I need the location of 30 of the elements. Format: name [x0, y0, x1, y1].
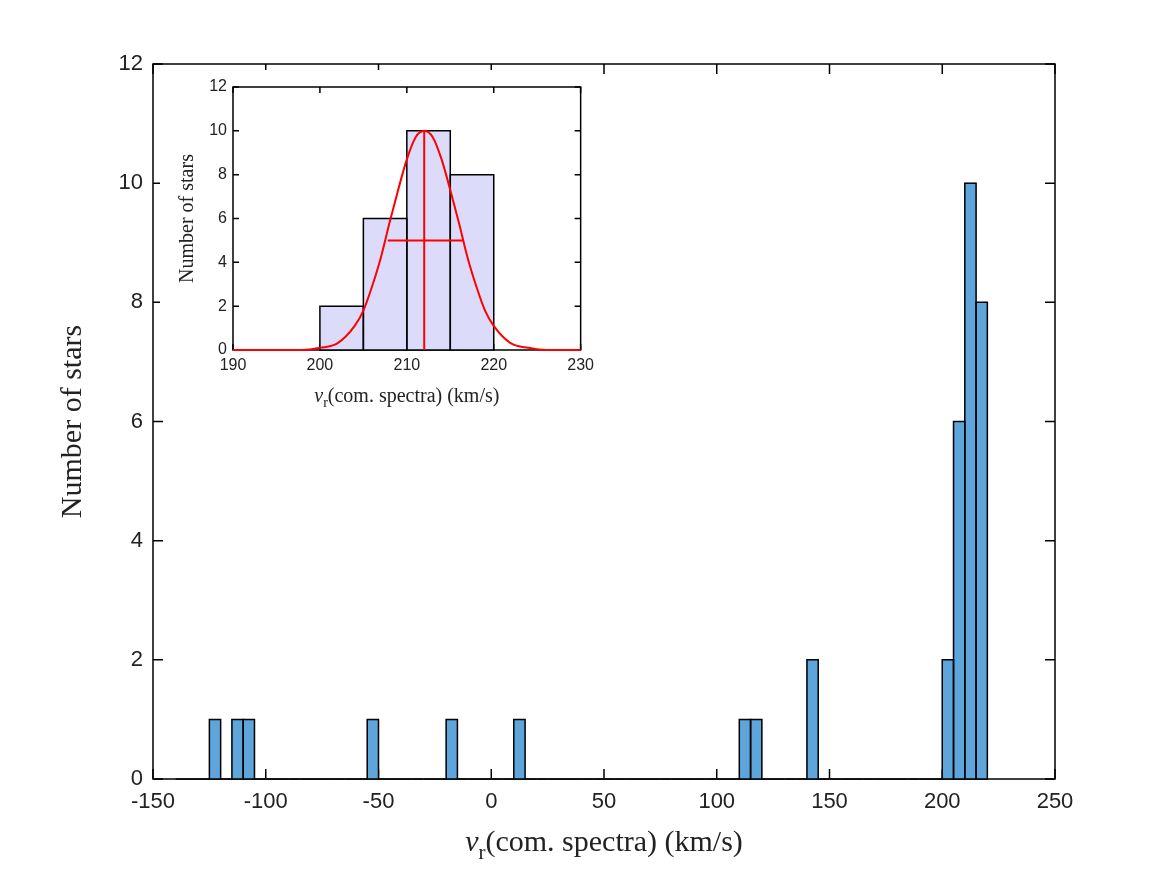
x-tick-label: 230 — [567, 356, 595, 374]
x-tick-label: -100 — [243, 788, 288, 814]
y-tick-label: 0 — [130, 765, 143, 791]
x-tick-label: 100 — [698, 788, 736, 814]
x-tick-label: 220 — [480, 356, 508, 374]
y-tick-label: 2 — [130, 645, 143, 671]
y-tick-label: 10 — [118, 169, 143, 195]
y-tick-label: 0 — [218, 340, 228, 358]
x-tick-label: -150 — [130, 788, 176, 814]
x-tick-label: 250 — [1036, 788, 1074, 814]
x-tick-label: 150 — [811, 788, 848, 814]
x-tick-label: 50 — [591, 788, 617, 814]
y-tick-label: 4 — [218, 252, 228, 270]
y-tick-label: 8 — [218, 165, 228, 183]
y-tick-label: 2 — [218, 296, 228, 314]
y-tick-label: 4 — [130, 526, 143, 552]
x-tick-label: 200 — [306, 356, 334, 374]
y-axis-title: Number of stars — [175, 153, 197, 283]
y-tick-label: 10 — [209, 121, 228, 139]
y-tick-label: 8 — [130, 288, 143, 314]
x-tick-label: -50 — [362, 788, 395, 814]
x-tick-label: 210 — [393, 356, 421, 374]
x-tick-label: 0 — [485, 788, 498, 814]
y-tick-label: 6 — [218, 208, 228, 226]
x-tick-label: 190 — [219, 356, 247, 374]
y-axis-title: Number of stars — [54, 324, 87, 519]
x-tick-label: 200 — [923, 788, 961, 814]
y-tick-label: 12 — [118, 50, 143, 76]
y-tick-label: 6 — [130, 407, 143, 433]
y-tick-label: 12 — [209, 77, 228, 95]
